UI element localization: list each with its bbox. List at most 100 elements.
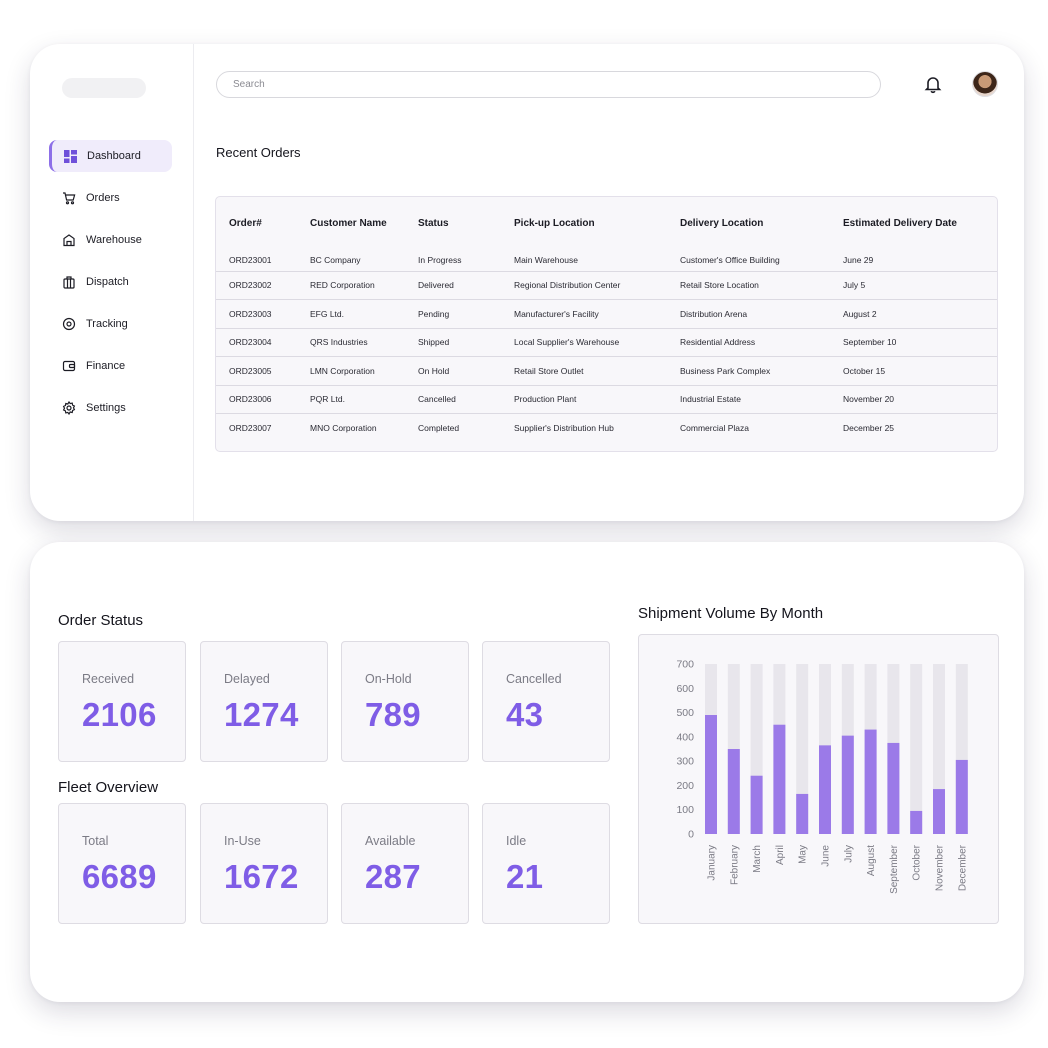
y-tick-label: 600	[676, 683, 694, 695]
cell-customer: BC Company	[310, 249, 418, 272]
table-row[interactable]: ORD23004 QRS Industries Shipped Local Su…	[216, 328, 997, 357]
bar[interactable]	[819, 745, 831, 834]
stat-card-on-hold[interactable]: On-Hold 789	[341, 641, 469, 762]
warehouse-icon	[62, 233, 76, 247]
table-row[interactable]: ORD23002 RED Corporation Delivered Regio…	[216, 271, 997, 300]
cell-eta: June 29	[843, 249, 997, 272]
cell-pickup: Manufacturer's Facility	[514, 299, 680, 329]
bar-track	[910, 664, 923, 834]
cell-pickup: Supplier's Distribution Hub	[514, 423, 614, 433]
stat-value: 287	[365, 858, 421, 895]
wallet-icon	[62, 359, 76, 373]
cell-customer: PQR Ltd.	[310, 385, 418, 414]
bar[interactable]	[750, 775, 763, 834]
sidebar-item-finance[interactable]: Finance	[49, 350, 194, 382]
sidebar-item-tracking[interactable]: Tracking	[49, 308, 194, 340]
x-tick-label: March	[752, 845, 763, 873]
y-tick-label: 700	[676, 659, 694, 671]
cell-eta: July 5	[843, 271, 997, 300]
x-tick-label: May	[798, 845, 809, 864]
bar[interactable]	[887, 742, 900, 834]
cell-status: Delivered	[418, 271, 514, 300]
bell-icon[interactable]	[923, 74, 943, 94]
stat-card-cancelled[interactable]: Cancelled 43	[482, 641, 610, 762]
sidebar-item-dashboard[interactable]: Dashboard	[49, 140, 172, 172]
stat-card-received[interactable]: Received 2106	[58, 641, 186, 762]
column-header-order[interactable]: Order#	[229, 217, 262, 229]
fleet-overview-title: Fleet Overview	[58, 779, 159, 796]
bar[interactable]	[955, 759, 968, 834]
column-header-delivery[interactable]: Delivery Location	[680, 217, 764, 229]
table-row[interactable]: ORD23007 MNO Corporation Completed Suppl…	[216, 414, 997, 443]
bar[interactable]	[841, 735, 854, 834]
bar[interactable]	[910, 810, 923, 834]
sidebar-item-label: Dispatch	[86, 276, 129, 288]
table-row[interactable]: ORD23005 LMN Corporation On Hold Retail …	[216, 356, 997, 386]
table-row[interactable]: ORD23003 EFG Ltd. Pending Manufacturer's…	[216, 299, 997, 329]
stat-value: 2106	[82, 696, 157, 733]
stat-card-delayed[interactable]: Delayed 1274	[200, 641, 328, 762]
cell-eta: November 20	[843, 385, 997, 414]
table-header-row: Order# Customer Name Status Pick-up Loca…	[216, 197, 997, 249]
cell-order-id: ORD23005	[216, 356, 310, 386]
cell-customer: EFG Ltd.	[310, 299, 418, 329]
cell-customer: QRS Industries	[310, 328, 418, 357]
cell-delivery: Customer's Office Building	[680, 249, 843, 272]
column-header-customer[interactable]: Customer Name	[310, 217, 387, 229]
bar[interactable]	[727, 749, 740, 834]
cell-delivery: Residential Address	[680, 328, 843, 357]
order-status-title: Order Status	[58, 612, 144, 629]
sidebar-item-label: Tracking	[86, 318, 128, 330]
cell-pickup: Retail Store Outlet	[514, 356, 680, 386]
sidebar-item-label: Orders	[86, 192, 120, 204]
orders-panel: Dashboard Orders Warehouse Dispatch	[30, 44, 1024, 521]
stat-card-available[interactable]: Available 287	[341, 803, 469, 924]
bar[interactable]	[933, 789, 945, 834]
stat-card-total[interactable]: Total 6689	[58, 803, 186, 924]
cell-order-id: ORD23004	[216, 328, 310, 357]
x-tick-label: July	[843, 845, 854, 863]
cell-eta: December 25	[843, 423, 895, 433]
sidebar-item-label: Settings	[86, 402, 126, 414]
chart-title: Shipment Volume By Month	[638, 605, 824, 622]
cell-customer: RED Corporation	[310, 271, 418, 300]
cart-icon	[62, 191, 76, 205]
column-header-pickup[interactable]: Pick-up Location	[514, 217, 595, 229]
sidebar-item-warehouse[interactable]: Warehouse	[49, 224, 194, 256]
column-header-status[interactable]: Status	[418, 217, 449, 229]
sidebar: Dashboard Orders Warehouse Dispatch	[30, 44, 194, 521]
bar[interactable]	[864, 729, 877, 834]
search-input[interactable]	[216, 71, 881, 98]
sidebar-item-orders[interactable]: Orders	[49, 182, 194, 214]
stat-value: 21	[506, 858, 544, 895]
stat-card-idle[interactable]: Idle 21	[482, 803, 610, 924]
y-tick-label: 200	[676, 780, 694, 792]
y-tick-label: 100	[676, 804, 694, 816]
cell-order-id: ORD23003	[216, 299, 310, 329]
x-tick-label: November	[935, 844, 946, 891]
cell-status: Shipped	[418, 328, 514, 357]
x-tick-label: February	[729, 845, 740, 885]
sidebar-item-dispatch[interactable]: Dispatch	[49, 266, 194, 298]
cell-customer: LMN Corporation	[310, 356, 418, 386]
table-row[interactable]: ORD23006 PQR Ltd. Cancelled Production P…	[216, 385, 997, 414]
bar[interactable]	[705, 715, 717, 834]
cell-delivery: Retail Store Location	[680, 271, 843, 300]
dashboard-icon	[63, 149, 77, 163]
logo-placeholder	[62, 78, 146, 98]
avatar[interactable]	[972, 71, 998, 97]
x-tick-label: August	[866, 845, 877, 876]
bar[interactable]	[773, 724, 786, 834]
sidebar-nav: Dashboard Orders Warehouse Dispatch	[49, 140, 194, 434]
cell-delivery: Distribution Arena	[680, 299, 843, 329]
stat-card-in-use[interactable]: In-Use 1672	[200, 803, 328, 924]
table-row[interactable]: ORD23001 BC Company In Progress Main War…	[216, 249, 997, 272]
cell-pickup: Local Supplier's Warehouse	[514, 328, 680, 357]
cell-order-id: ORD23006	[216, 385, 310, 414]
cell-delivery: Commercial Plaza	[680, 423, 749, 433]
column-header-eta[interactable]: Estimated Delivery Date	[843, 217, 957, 229]
x-tick-label: October	[912, 844, 923, 880]
sidebar-item-settings[interactable]: Settings	[49, 392, 194, 424]
bar[interactable]	[796, 793, 809, 834]
cell-status: Completed	[418, 423, 460, 433]
